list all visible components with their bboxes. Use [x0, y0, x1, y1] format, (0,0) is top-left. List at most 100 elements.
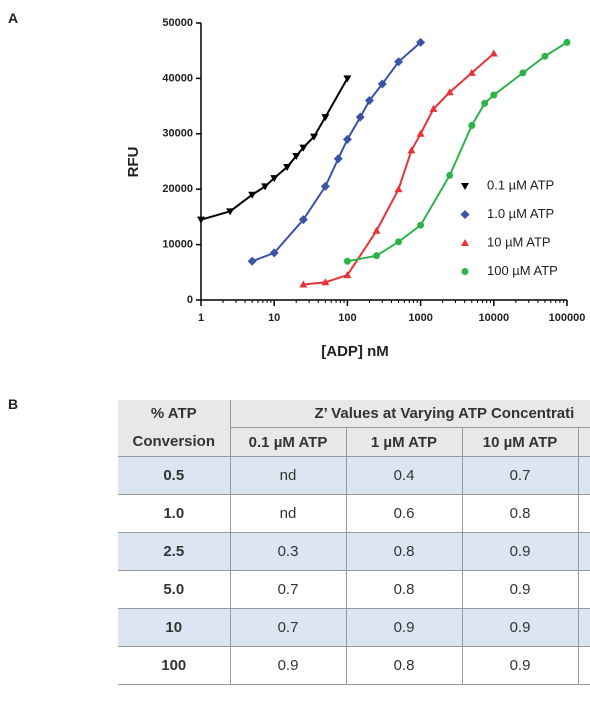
legend-label: 100 µM ATP [487, 263, 558, 278]
data-point [197, 216, 205, 224]
data-point [395, 238, 403, 246]
table-cell: 0.8 [346, 570, 463, 609]
y-tick-label: 20000 [162, 183, 193, 195]
data-point [467, 68, 476, 76]
table-cell: 0.7 [230, 570, 347, 609]
data-point [321, 278, 330, 286]
row-header: 0.5 [118, 456, 231, 495]
table-cell: 0.8 [346, 646, 463, 685]
table-row: 100 0.9 0.8 0.9 [118, 646, 590, 685]
row-header: 2.5 [118, 532, 231, 571]
table-cell: 0.7 [230, 608, 347, 647]
y-tick-label: 0 [187, 294, 193, 306]
table-cell: 0.8 [346, 532, 463, 571]
data-point [298, 215, 308, 225]
data-point [283, 164, 292, 172]
row-header: 1.0 [118, 494, 231, 533]
column-header: 10 µM ATP [462, 427, 579, 457]
chart: [ADP] nM RFU 0 10000 20000 30000 40000 50000 1… [125, 17, 586, 360]
data-point [394, 185, 403, 193]
data-point [226, 208, 235, 216]
table-row: 2.5 0.3 0.8 0.9 [118, 532, 590, 571]
legend-marker [461, 183, 469, 190]
table-cell: 0.9 [462, 646, 579, 685]
panel-label: A [8, 10, 19, 26]
table-cell [578, 570, 590, 609]
data-point [343, 271, 352, 279]
data-point [519, 69, 527, 77]
table-cell: 0.9 [230, 646, 347, 685]
z-table: % ATP Conversion Z’ Values at Varying AT… [118, 400, 590, 685]
series-line [347, 41, 568, 263]
data-point [416, 37, 426, 47]
data-point [563, 38, 571, 46]
data-point [299, 280, 308, 288]
legend-marker [461, 239, 469, 246]
table-cell: 0.9 [462, 608, 579, 647]
data-point [468, 121, 476, 129]
column-header [578, 427, 590, 457]
series-line [251, 41, 422, 263]
data-point [247, 256, 257, 266]
row-header: 10 [118, 608, 231, 647]
data-point [416, 129, 425, 137]
data-point [417, 221, 425, 229]
legend-marker [461, 268, 469, 276]
data-point [343, 257, 351, 265]
y-axis-label: RFU [125, 147, 142, 178]
data-point [299, 144, 308, 152]
data-point [343, 75, 352, 83]
x-axis-label: [ADP] nM [321, 343, 389, 360]
data-point [364, 96, 374, 106]
table-cell [578, 494, 590, 533]
data-point [541, 52, 549, 60]
data-point [373, 252, 381, 260]
table-cell: nd [230, 456, 347, 495]
header-cell: % ATP Conversion [118, 400, 231, 457]
header-cell: Z’ Values at Varying ATP Concentrati [230, 400, 590, 429]
data-point [377, 79, 387, 89]
data-point [490, 91, 498, 99]
table-cell: 0.8 [462, 494, 579, 533]
y-tick-label: 40000 [162, 72, 193, 84]
data-point [320, 181, 330, 191]
column-header: 0.1 µM ATP [230, 427, 347, 457]
x-tick-label: 10 [268, 312, 280, 324]
data-point [372, 226, 381, 234]
x-tick-label: 100 [338, 312, 356, 324]
series-line [200, 77, 349, 221]
legend-label: 1.0 µM ATP [487, 206, 554, 221]
data-point [407, 146, 416, 154]
legend-marker [460, 210, 470, 219]
row-header: 100 [118, 646, 231, 685]
table-cell: 0.9 [346, 608, 463, 647]
data-point [310, 133, 319, 141]
table-cell: nd [230, 494, 347, 533]
x-tick-label: 1000 [408, 312, 432, 324]
table-row: 10 0.7 0.9 0.9 [118, 608, 590, 647]
x-tick-label: 100000 [549, 312, 586, 324]
data-point [292, 152, 301, 160]
data-point [270, 175, 279, 183]
table-cell: 0.9 [462, 570, 579, 609]
table-row: 0.5 nd 0.4 0.7 [118, 456, 590, 495]
data-point [489, 49, 498, 57]
data-point [481, 99, 489, 107]
data-point [355, 112, 365, 122]
table-cell [578, 608, 590, 647]
data-point [269, 248, 279, 258]
data-point [445, 88, 454, 96]
data-point [261, 183, 270, 191]
table-cell: 0.3 [230, 532, 347, 571]
data-point [394, 57, 404, 67]
data-point [446, 171, 454, 179]
table-cell: 0.9 [462, 532, 579, 571]
table-cell [578, 532, 590, 571]
table-row: 5.0 0.7 0.8 0.9 [118, 570, 590, 609]
data-point [429, 104, 438, 112]
table-cell: 0.4 [346, 456, 463, 495]
legend-label: 0.1 µM ATP [487, 177, 554, 192]
y-tick-label: 50000 [162, 17, 193, 29]
panel-label: B [8, 396, 19, 412]
